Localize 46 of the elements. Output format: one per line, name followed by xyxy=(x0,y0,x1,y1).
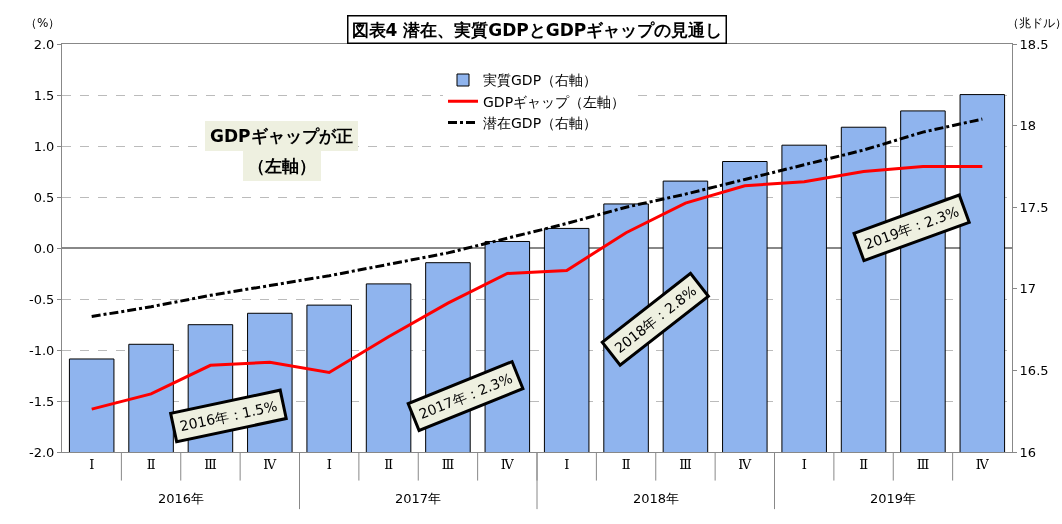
x-tick-label: Ⅲ xyxy=(204,456,217,472)
y-tick-label: -1.0 xyxy=(29,342,55,358)
x-tick-label: Ⅰ xyxy=(801,456,807,472)
annotation: 2017年：2.3% xyxy=(416,370,515,423)
text: 2019年 xyxy=(870,491,917,506)
y-tick-label: 2.0 xyxy=(33,36,55,52)
text: 2016年 xyxy=(158,491,205,506)
x-tick-label: Ⅰ xyxy=(89,456,95,472)
x-tick-label: Ⅲ xyxy=(679,456,692,472)
x-tick-label: Ⅳ xyxy=(738,456,753,472)
x-tick-label: Ⅱ xyxy=(859,456,869,472)
y-tick-label: -0.5 xyxy=(29,291,55,307)
y-tick-label: 1.5 xyxy=(33,87,55,103)
chart-title: 図表4 潜在、実質GDPとGDPギャップの見通し xyxy=(351,19,723,40)
x-tick-label: Ⅲ xyxy=(916,456,930,472)
x-tick-label: Ⅱ xyxy=(146,456,156,472)
text: 2017年 xyxy=(395,491,442,506)
y2-tick-label: 17.5 xyxy=(1019,199,1049,215)
y2-tick-label: 16.5 xyxy=(1019,362,1049,378)
x-tick-label: Ⅲ xyxy=(441,456,455,472)
annotation: 2019年：2.3% xyxy=(862,203,962,253)
y2-tick-label: 18 xyxy=(1019,118,1037,134)
x-tick-label: Ⅳ xyxy=(500,456,515,472)
annotation: GDPギャップが正 xyxy=(210,126,353,146)
x-tick-label: Ⅳ xyxy=(263,456,278,472)
text: 2018年 xyxy=(633,491,680,506)
annotation: 2016年：1.5% xyxy=(178,397,279,435)
y2-tick-label: 18.5 xyxy=(1019,36,1049,52)
x-tick-label: Ⅳ xyxy=(975,456,990,472)
x-tick-label: Ⅱ xyxy=(621,456,631,472)
y-tick-label: 0.0 xyxy=(33,240,55,256)
y2-axis-title: （兆ドル） xyxy=(1007,16,1062,30)
y2-tick-label: 16 xyxy=(1019,444,1037,460)
y-tick-label: 0.5 xyxy=(33,189,55,205)
y-tick-label: -2.0 xyxy=(29,444,55,460)
legend-label: 潜在GDP（右軸） xyxy=(483,114,598,131)
legend-label: 実質GDP（右軸） xyxy=(483,72,598,89)
annotation: （左軸） xyxy=(248,156,316,176)
y-tick-label: -1.5 xyxy=(29,393,55,409)
legend-label: GDPギャップ（左軸） xyxy=(483,93,626,110)
x-tick-label: Ⅱ xyxy=(384,456,394,472)
y-axis-title: （%） xyxy=(25,16,61,30)
y2-tick-label: 17 xyxy=(1019,281,1037,297)
x-tick-label: Ⅰ xyxy=(564,456,570,472)
x-tick-label: Ⅰ xyxy=(326,456,332,472)
y-tick-label: 1.0 xyxy=(33,138,55,154)
